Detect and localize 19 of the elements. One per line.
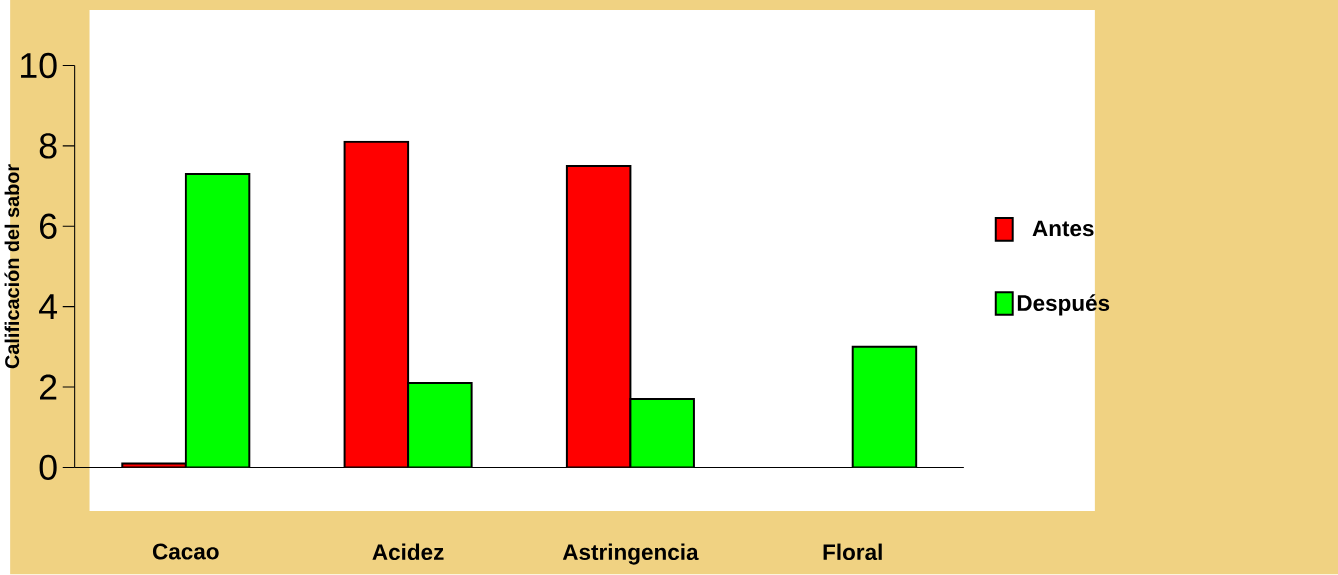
legend-label: Antes	[1032, 220, 1094, 237]
y-tick-label: 10	[21, 53, 57, 79]
bar	[184, 173, 251, 468]
x-tick-label: Astringencia	[562, 543, 699, 565]
bar	[565, 165, 632, 468]
y-axis-title: Calificación del sabor	[4, 164, 20, 369]
y-tick-label: 6	[40, 213, 57, 240]
x-tick-label: Floral	[823, 543, 882, 561]
bar	[629, 398, 695, 468]
y-tick-label: 2	[40, 374, 57, 400]
bar	[851, 346, 918, 468]
y-tick-label: 8	[39, 133, 57, 159]
bar	[407, 382, 473, 468]
x-tick-label: Cacao	[152, 543, 219, 560]
y-tick-label: 0	[39, 454, 57, 481]
bar	[343, 141, 410, 468]
y-tick-label: 4	[39, 294, 58, 320]
x-tick-label: Acidez	[372, 543, 444, 561]
legend-label: Después	[1017, 294, 1110, 316]
